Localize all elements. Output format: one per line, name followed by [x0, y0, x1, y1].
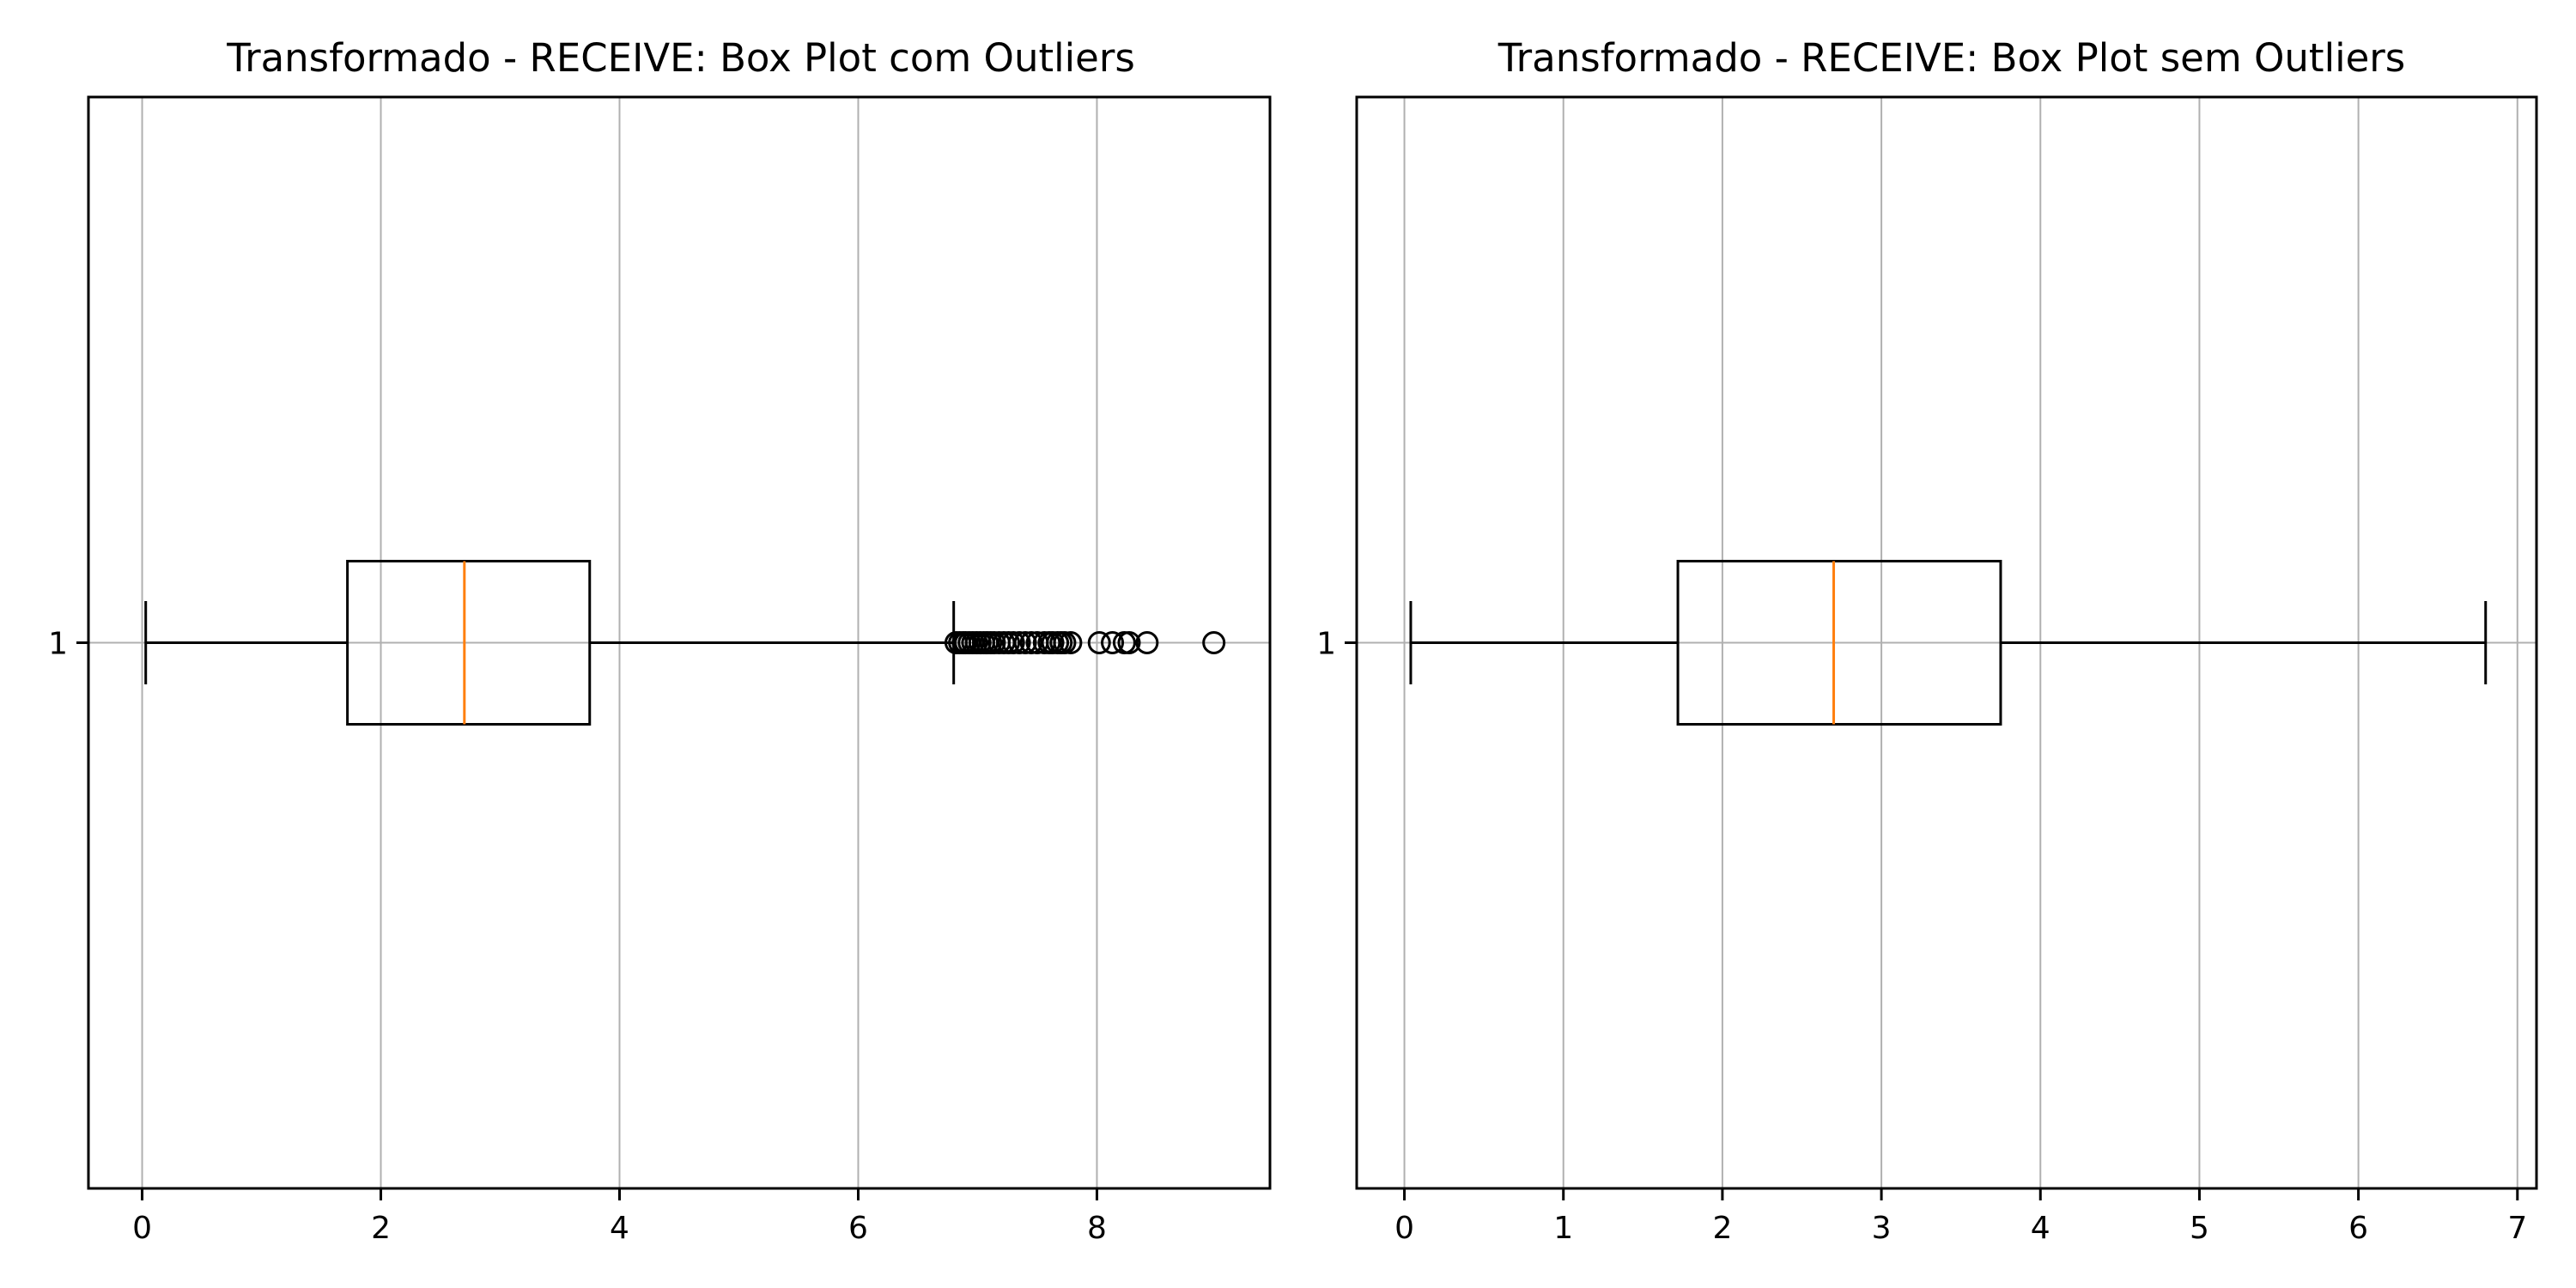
x-tick-label: 4 [2031, 1211, 2050, 1246]
x-tick-label: 3 [1872, 1211, 1892, 1246]
x-tick-label: 0 [132, 1211, 152, 1246]
y-tick-label: 1 [48, 627, 68, 662]
chart-title: Transformado - RECEIVE: Box Plot com Out… [226, 35, 1135, 81]
outlier-point [1087, 631, 1111, 654]
chart-panel-with-outliers: Transformado - RECEIVE: Box Plot com Out… [48, 35, 1272, 1246]
outlier-point [1059, 631, 1083, 654]
chart-panel-without-outliers: Transformado - RECEIVE: Box Plot sem Out… [1316, 35, 2538, 1246]
x-tick-label: 6 [2348, 1211, 2368, 1246]
iqr-box [1676, 560, 2002, 726]
x-tick-label: 0 [1394, 1211, 1414, 1246]
x-tick-label: 6 [848, 1211, 868, 1246]
outlier-point [1013, 631, 1037, 654]
x-tick-label: 7 [2507, 1211, 2527, 1246]
y-tick-label: 1 [1316, 627, 1336, 662]
x-tick-label: 1 [1553, 1211, 1573, 1246]
x-tick-label: 2 [1712, 1211, 1732, 1246]
x-tick-label: 2 [371, 1211, 391, 1246]
plot-area: 0 2 4 6 8 1 [48, 95, 1272, 1246]
outlier-point [1101, 631, 1125, 654]
chart-title: Transformado - RECEIVE: Box Plot sem Out… [1498, 35, 2405, 81]
x-tick-label: 4 [610, 1211, 629, 1246]
plot-area: 0 1 2 3 4 5 6 7 1 [1316, 95, 2538, 1246]
outlier-point [1053, 631, 1077, 654]
outlier-point [1202, 631, 1226, 654]
x-tick-label: 8 [1087, 1211, 1107, 1246]
outlier-point [1001, 631, 1025, 654]
x-tick-label: 5 [2190, 1211, 2209, 1246]
iqr-box [346, 560, 592, 726]
outlier-point [1135, 631, 1159, 654]
outlier-point [1007, 631, 1031, 654]
outlier-point [1117, 631, 1141, 654]
